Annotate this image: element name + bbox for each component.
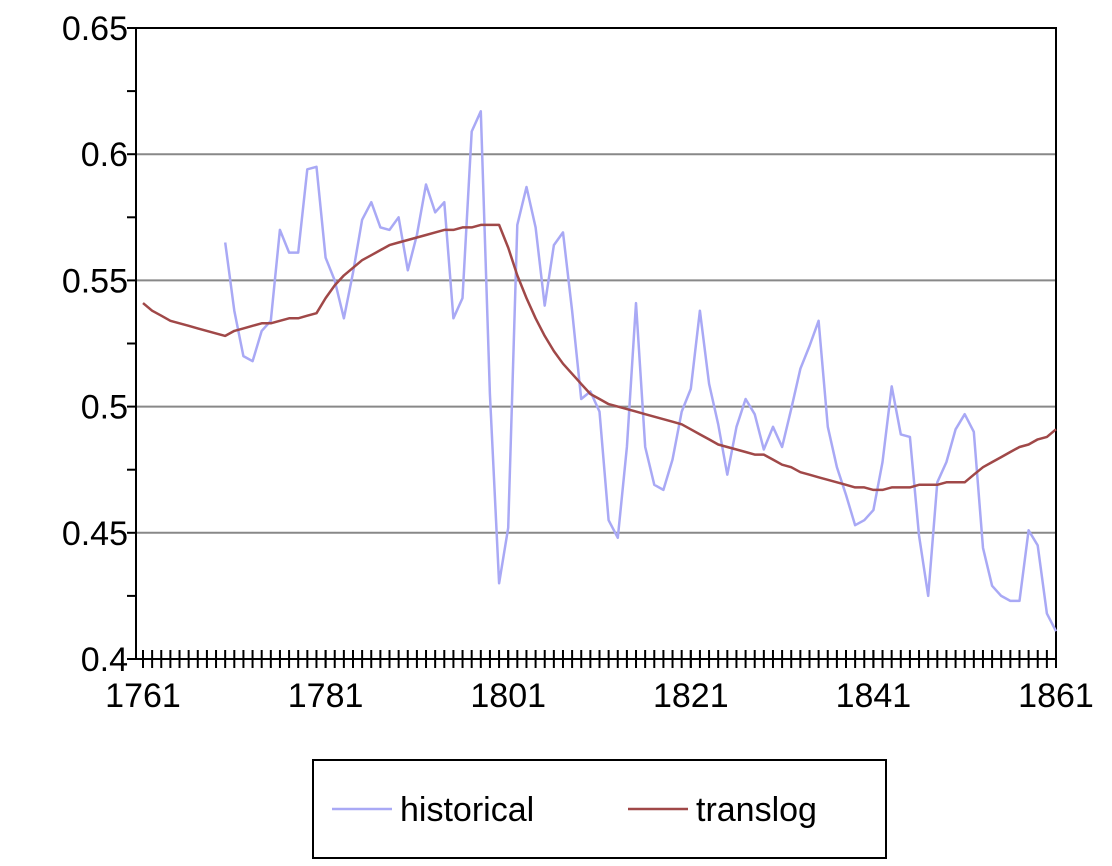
line-series bbox=[142, 223, 1057, 492]
x-tick-label: 1841 bbox=[836, 677, 912, 715]
y-tick-label: 0.5 bbox=[81, 389, 128, 427]
legend-box bbox=[312, 759, 887, 859]
x-tick-label: 1821 bbox=[653, 677, 729, 715]
x-tick-label: 1801 bbox=[470, 677, 546, 715]
y-tick-label: 0.6 bbox=[81, 136, 128, 174]
x-tick-label: 1781 bbox=[288, 677, 364, 715]
y-tick-label: 0.65 bbox=[62, 10, 128, 48]
legend-label: translog bbox=[696, 791, 817, 829]
y-tick-label: 0.4 bbox=[81, 641, 128, 679]
legend-label: historical bbox=[400, 791, 534, 829]
plot-frame bbox=[135, 27, 1057, 660]
x-tick-label: 1761 bbox=[105, 677, 181, 715]
line-series bbox=[223, 110, 1058, 632]
y-tick-label: 0.45 bbox=[62, 515, 128, 553]
y-tick-label: 0.55 bbox=[62, 262, 128, 300]
x-tick-label: 1861 bbox=[1018, 677, 1094, 715]
